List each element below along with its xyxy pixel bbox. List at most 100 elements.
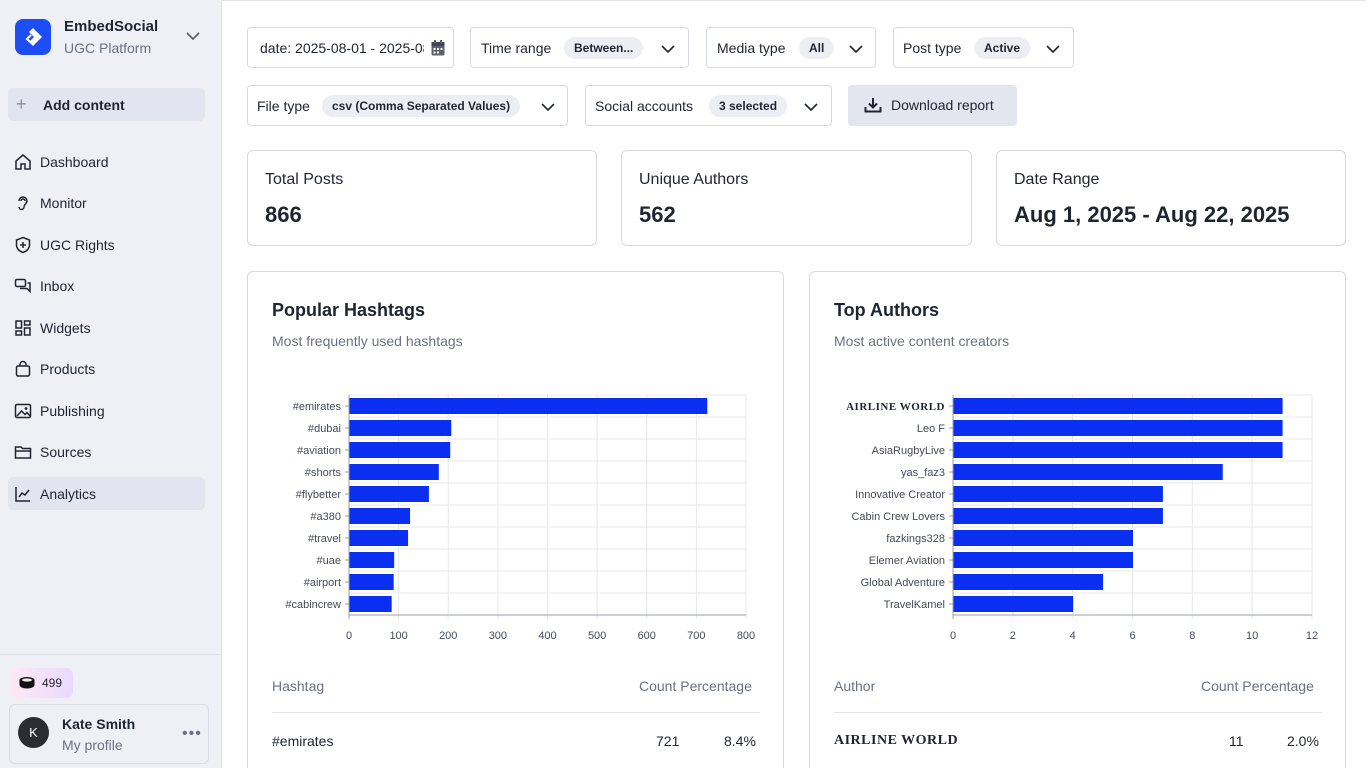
y-tick-label: #flybetter [296, 489, 342, 501]
bar [349, 464, 439, 480]
top-border [222, 0, 1366, 1]
x-tick-label: 800 [737, 630, 755, 642]
sidebar-item-sources[interactable]: Sources [8, 435, 205, 468]
folder-icon [14, 446, 32, 459]
table-divider [834, 712, 1322, 713]
home-icon [15, 154, 31, 170]
x-tick-label: 400 [538, 630, 556, 642]
bar [349, 530, 409, 546]
y-tick-label: #a380 [310, 511, 341, 523]
bar [953, 508, 1163, 524]
x-tick-label: 0 [346, 630, 352, 642]
post-type-filter[interactable]: Post type Active [893, 27, 1074, 68]
profile-name: Kate Smith [62, 716, 136, 732]
bag-icon [15, 360, 31, 377]
sidebar-item-label: Publishing [40, 403, 105, 419]
download-report-button[interactable]: Download report [848, 85, 1017, 126]
brand-subtitle: UGC Platform [64, 40, 152, 56]
y-tick-label: #airport [304, 577, 341, 589]
y-tick-label: #emirates [293, 401, 342, 413]
profile-card[interactable]: K Kate Smith My profile ••• [9, 704, 209, 764]
date-filter-value: date: 2025-08-01 - 2025-08-22 [260, 40, 424, 56]
table-cell-percentage: 2.0% [1287, 733, 1319, 749]
column-header-author: Author [834, 678, 876, 694]
hashtags-bar-chart: 0 100 200 300 400 500 600 700 800 #emirates #dubai… [285, 394, 755, 642]
widgets-icon [15, 320, 31, 336]
y-tick-label: #dubai [308, 423, 341, 435]
time-range-label: Time range [481, 40, 552, 56]
y-tick-label: #travel [308, 533, 341, 545]
embedsocial-logo [15, 19, 51, 55]
column-header-count-percentage: Count Percentage [1201, 678, 1314, 694]
y-tick-label: fazkings328 [886, 533, 945, 545]
avatar: K [18, 717, 49, 748]
y-tick-label: Cabin Crew Lovers [851, 511, 945, 523]
add-content-button[interactable]: + Add content [8, 88, 205, 121]
social-accounts-filter[interactable]: Social accounts 3 selected [585, 85, 832, 126]
download-report-label: Download report [891, 97, 994, 113]
profile-link: My profile [62, 737, 123, 753]
table-cell-percentage: 8.4% [724, 733, 756, 749]
sidebar-item-inbox[interactable]: Inbox [8, 269, 205, 302]
workspace-switcher[interactable]: EmbedSocial UGC Platform [15, 18, 210, 58]
y-tick-label: AsiaRugbyLive [872, 445, 945, 457]
sidebar-item-analytics[interactable]: Analytics [8, 477, 205, 510]
sidebar-item-publishing[interactable]: Publishing [8, 394, 205, 427]
bar [349, 486, 429, 502]
chevron-down-icon [1046, 45, 1060, 54]
bar [349, 574, 394, 590]
file-type-filter[interactable]: File type csv (Comma Separated Values) [247, 85, 568, 126]
x-tick-label: 600 [638, 630, 656, 642]
x-tick-label: 12 [1306, 630, 1318, 642]
post-type-value: Active [974, 37, 1031, 59]
bar [953, 464, 1223, 480]
panel-subtitle: Most active content creators [834, 333, 1010, 349]
y-tick-label: #aviation [297, 445, 341, 457]
credits-badge[interactable]: 499 [10, 668, 73, 698]
ear-icon [18, 196, 28, 211]
column-header-hashtag: Hashtag [272, 678, 325, 694]
panel-title: Top Authors [834, 300, 939, 320]
bar [953, 442, 1283, 458]
plus-icon: + [16, 94, 27, 114]
sidebar-item-monitor[interactable]: Monitor [8, 186, 205, 219]
y-tick-label: TravelKamel [884, 599, 945, 611]
popular-hashtags-panel: Popular Hashtags Most frequently used ha… [247, 271, 784, 768]
date-range-value: Aug 1, 2025 - Aug 22, 2025 [1014, 202, 1290, 227]
table-divider [272, 712, 760, 713]
sidebar-item-products[interactable]: Products [8, 352, 205, 385]
date-filter[interactable]: date: 2025-08-01 - 2025-08-22 [247, 27, 454, 68]
unique-authors-label: Unique Authors [639, 171, 749, 188]
bar [349, 552, 395, 568]
panel-subtitle: Most frequently used hashtags [272, 333, 463, 349]
y-tick-label: Leo F [917, 423, 945, 435]
table-cell-hashtag: #emirates [272, 733, 334, 749]
calendar-icon [431, 40, 445, 56]
sidebar-item-label: Widgets [40, 320, 91, 336]
x-tick-label: 200 [439, 630, 457, 642]
chevron-down-icon [661, 45, 675, 54]
time-range-filter[interactable]: Time range Between... [470, 27, 689, 68]
social-accounts-label: Social accounts [595, 98, 694, 114]
bar [349, 508, 411, 524]
bar [953, 574, 1104, 590]
image-icon [14, 403, 32, 419]
file-type-value: csv (Comma Separated Values) [322, 95, 521, 117]
unique-authors-value: 562 [639, 202, 676, 227]
unique-authors-card: Unique Authors 562 [621, 150, 972, 246]
sidebar-item-label: Inbox [40, 278, 75, 294]
chat-icon [14, 278, 31, 294]
total-posts-label: Total Posts [265, 171, 344, 188]
chevron-down-icon [804, 103, 818, 112]
bar [953, 486, 1163, 502]
sidebar-item-ugc-rights[interactable]: UGC Rights [8, 228, 205, 261]
sidebar-item-dashboard[interactable]: Dashboard [8, 145, 205, 178]
bar [953, 530, 1133, 546]
panel-title: Popular Hashtags [272, 300, 426, 320]
y-tick-label: #shorts [305, 467, 342, 479]
media-type-filter[interactable]: Media type All [706, 27, 876, 68]
more-options-icon[interactable]: ••• [182, 725, 202, 742]
authors-bar-chart: 0 2 4 6 8 10 12 AIRLINE WORLD Leo F AsiaRugbyLive… [846, 394, 1318, 642]
y-tick-label: Elemer Aviation [869, 555, 945, 567]
sidebar-item-widgets[interactable]: Widgets [8, 311, 205, 344]
